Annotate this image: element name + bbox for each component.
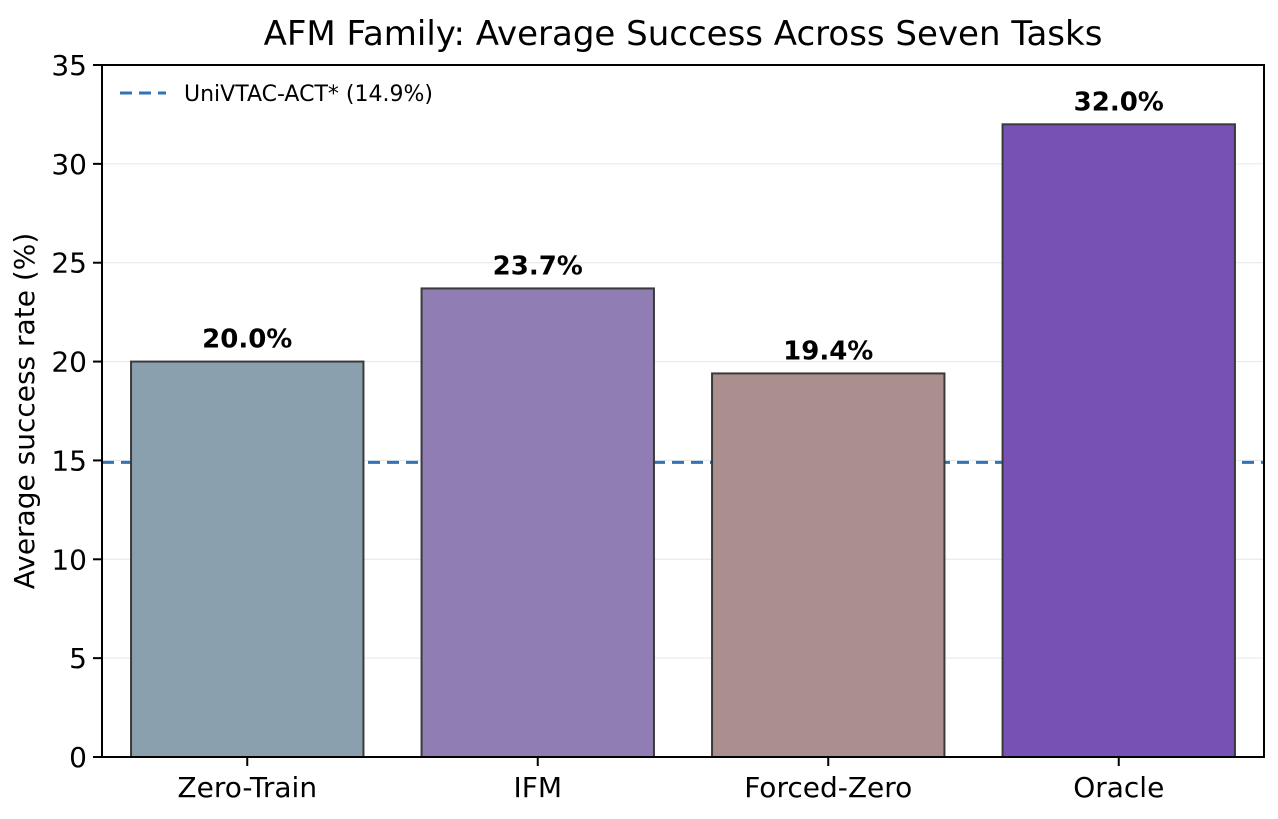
bar-value-label-1: 23.7% — [493, 251, 583, 281]
plot-frame — [101, 64, 1265, 758]
y-tick-label-0: 0 — [69, 741, 87, 774]
x-tick-label-2: Forced-Zero — [744, 771, 912, 804]
legend: UniVTAC-ACT* (14.9%) — [120, 82, 433, 107]
x-tick-label-0: Zero-Train — [177, 771, 317, 804]
legend-label: UniVTAC-ACT* (14.9%) — [184, 82, 433, 107]
y-tick-label-1: 5 — [69, 642, 87, 675]
bar-zero-train — [130, 360, 365, 758]
bar-value-label-0: 20.0% — [202, 325, 292, 355]
bar-value-labels: 20.0% 23.7% 19.4% 32.0% — [202, 87, 1164, 366]
y-axis-ticks: 0 5 10 15 20 25 30 35 — [51, 49, 102, 774]
bar-forced-zero — [711, 372, 946, 758]
x-axis-ticks: Zero-Train IFM Forced-Zero Oracle — [177, 757, 1164, 804]
y-tick-label-7: 35 — [51, 49, 87, 82]
y-axis-label: Average success rate (%) — [8, 233, 41, 590]
y-tick-label-3: 15 — [51, 444, 87, 477]
y-tick-label-5: 25 — [51, 247, 87, 280]
chart-title: AFM Family: Average Success Across Seven… — [264, 14, 1103, 54]
y-tick-label-2: 10 — [51, 543, 87, 576]
bar-value-label-2: 19.4% — [783, 336, 873, 366]
bar-value-label-3: 32.0% — [1074, 87, 1164, 117]
x-tick-label-3: Oracle — [1073, 771, 1164, 804]
bar-oracle — [1001, 123, 1236, 759]
x-tick-label-1: IFM — [513, 771, 562, 804]
y-tick-label-6: 30 — [51, 148, 87, 181]
bars — [130, 123, 1236, 759]
y-tick-label-4: 20 — [51, 346, 87, 379]
bar-ifm — [420, 287, 655, 758]
